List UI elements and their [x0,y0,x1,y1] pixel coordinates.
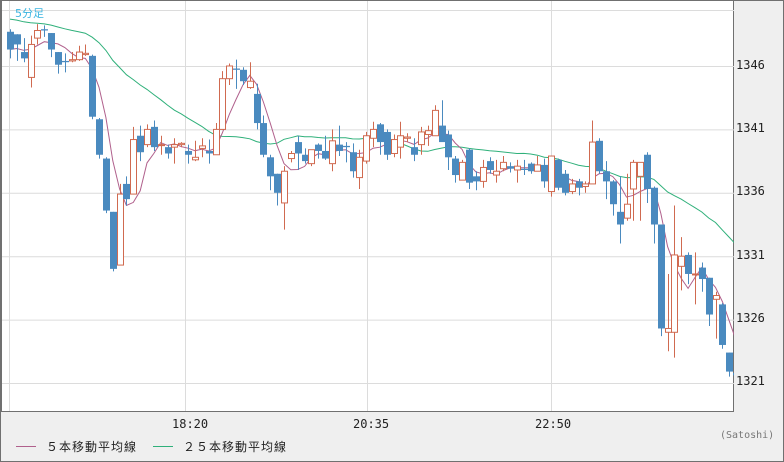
x-tick-1820: 18:20 [172,417,209,431]
legend-ma5-label: ５本移動平均線 [46,440,138,454]
x-tick-2250: 22:50 [535,417,572,431]
y-tick-1326: 1326 [736,311,765,325]
y-tick-1331: 1331 [736,248,765,262]
timeframe-title: 5分足 [15,7,44,20]
legend-ma25-label: ２５本移動平均線 [183,440,288,454]
candlestick-chart [2,1,734,411]
ma25-swatch-icon [153,446,173,447]
legend-ma25: ２５本移動平均線 [153,438,287,455]
unit-label: (Satoshi) [720,430,775,441]
plot-area[interactable]: 5分足 [0,0,734,412]
ma5-swatch-icon [16,446,36,447]
x-tick-2035: 20:35 [353,417,390,431]
y-tick-1321: 1321 [736,374,765,388]
y-tick-1336: 1336 [736,184,765,198]
legend-ma5: ５本移動平均線 [16,438,137,455]
y-tick-1341: 1341 [736,121,765,135]
y-tick-1346: 1346 [736,58,765,72]
